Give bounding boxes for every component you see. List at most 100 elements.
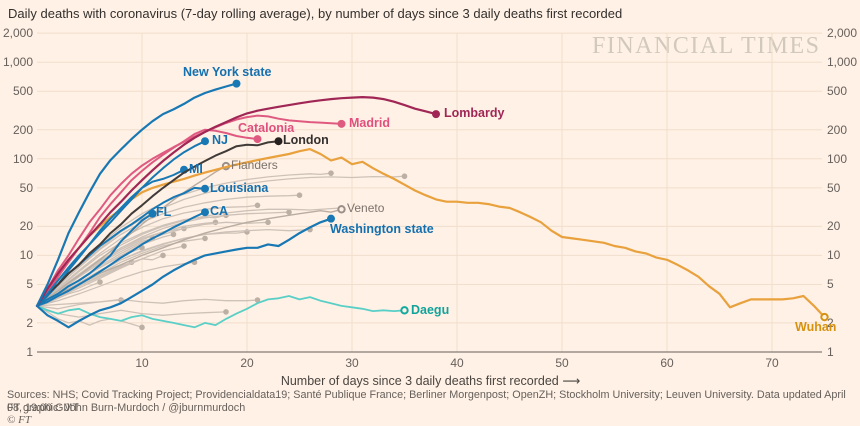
x-tick-50: 50 [555,356,569,370]
y-tick-right-2: 2 [827,315,834,330]
series-endpoint-veneto [337,205,346,214]
series-endpoint-other-15 [254,202,261,209]
series-endpoint-nj [201,137,209,146]
series-label-wuhan: Wuhan [795,320,837,334]
series-endpoint-other-16 [265,219,271,226]
y-tick-left-1: 1 [26,345,33,359]
y-tick-left-2: 2 [26,315,33,330]
series-line-other-08 [36,245,185,307]
y-tick-right-10: 10 [827,248,841,263]
series-line-other-24 [36,305,227,318]
y-tick-left-20: 20 [19,219,33,234]
series-endpoint-other-01 [97,279,103,285]
series-endpoint-madrid [337,119,346,128]
series-label-daegu: Daegu [411,303,450,317]
series-label-nj: NJ [212,133,228,147]
y-tick-left-5: 5 [26,277,33,292]
right-arrow-icon: ⟶ [562,373,580,388]
financial-times-watermark: FINANCIAL TIMES [592,33,821,59]
series-label-ca: CA [210,204,229,218]
series-endpoint-other-12 [212,219,219,226]
series-label-veneto: Veneto [347,201,385,215]
series-line-madrid [36,114,343,307]
chart-title: Daily deaths with coronavirus (7-day rol… [8,6,623,21]
y-tick-right-1,000: 1,000 [827,55,858,70]
series-endpoint-other-08 [181,243,187,249]
x-tick-20: 20 [240,356,254,370]
x-tick-10: 10 [135,356,149,370]
series-endpoint-other-06 [160,252,166,259]
credit-text: FT graphic: John Burn-Murdoch / @jburnmu… [7,402,246,414]
y-tick-right-1: 1 [827,345,834,359]
series-label-fl: FL [156,205,172,219]
series-endpoint-other-20 [328,170,334,176]
series-line-nj [36,140,206,307]
series-line-newyork [35,82,238,307]
series-label-flanders: Flanders [231,158,278,172]
series-endpoint-london [274,137,283,146]
series-label-lombardy: Lombardy [444,106,505,120]
series-line-ca [36,211,206,307]
series-line-other-10 [36,261,195,307]
series-line-veneto [36,208,343,307]
y-tick-left-10: 10 [19,248,33,263]
y-tick-left-100: 100 [12,151,33,166]
series-endpoint-newyork [232,79,241,88]
series-endpoint-lombardy [432,110,440,119]
y-tick-left-1,000: 1,000 [2,55,33,70]
y-tick-right-50: 50 [827,180,841,195]
series-endpoint-other-11 [202,235,208,242]
series-endpoint-washington [327,214,335,223]
x-tick-60: 60 [660,356,674,370]
series-endpoint-catalonia [253,135,262,144]
series-endpoint-other-17 [286,209,292,216]
series-label-mi: MI [189,162,203,176]
series-label-washington: Washington state [330,222,434,236]
y-tick-left-50: 50 [19,180,33,195]
series-label-louisiana: Louisiana [210,181,269,195]
series-endpoint-other-18 [296,192,303,198]
x-tick-30: 30 [345,356,359,370]
series-endpoint-daegu [400,306,409,315]
series-line-other-15 [36,204,258,307]
series-endpoint-other-25 [254,297,261,303]
series-endpoint-other-24 [223,309,229,315]
series-endpoint-wuhan [820,312,829,322]
series-endpoint-louisiana [201,184,209,193]
series-label-madrid: Madrid [349,116,390,130]
series-endpoint-ca [201,208,209,217]
y-tick-right-5: 5 [827,277,834,292]
series-line-fl [36,212,154,307]
series-line-other-21 [36,207,342,307]
series-line-other-17 [36,211,290,307]
series-line-other-25 [36,298,258,310]
y-tick-right-2,000: 2,000 [827,26,858,41]
series-line-flanders [36,165,227,307]
y-tick-right-100: 100 [827,151,848,166]
series-endpoint-other-23 [139,324,145,331]
series-endpoint-other-07 [170,231,177,238]
series-line-lombardy [35,95,438,307]
series-line-other-22 [36,175,405,307]
sources-text: Sources: NHS; Covid Tracking Project; Pr… [7,389,846,414]
x-axis-title: Number of days since 3 daily deaths firs… [37,373,822,388]
y-tick-right-20: 20 [827,219,841,234]
y-tick-right-200: 200 [827,122,848,137]
y-tick-right-500: 500 [827,84,848,99]
series-line-daegu [36,295,406,329]
x-axis-title-text: Number of days since 3 daily deaths firs… [280,374,559,388]
series-endpoint-other-22 [401,173,408,180]
y-tick-left-2,000: 2,000 [2,26,33,41]
copyright-text: © FT [7,414,31,426]
x-tick-40: 40 [450,356,464,370]
series-line-other-14 [36,231,248,307]
series-label-newyork: New York state [183,65,272,79]
x-tick-70: 70 [765,356,779,370]
series-label-london: London [283,133,329,147]
series-line-london [36,140,280,307]
series-label-catalonia: Catalonia [238,121,295,135]
y-tick-left-500: 500 [12,84,33,99]
series-line-other-23 [36,305,143,328]
